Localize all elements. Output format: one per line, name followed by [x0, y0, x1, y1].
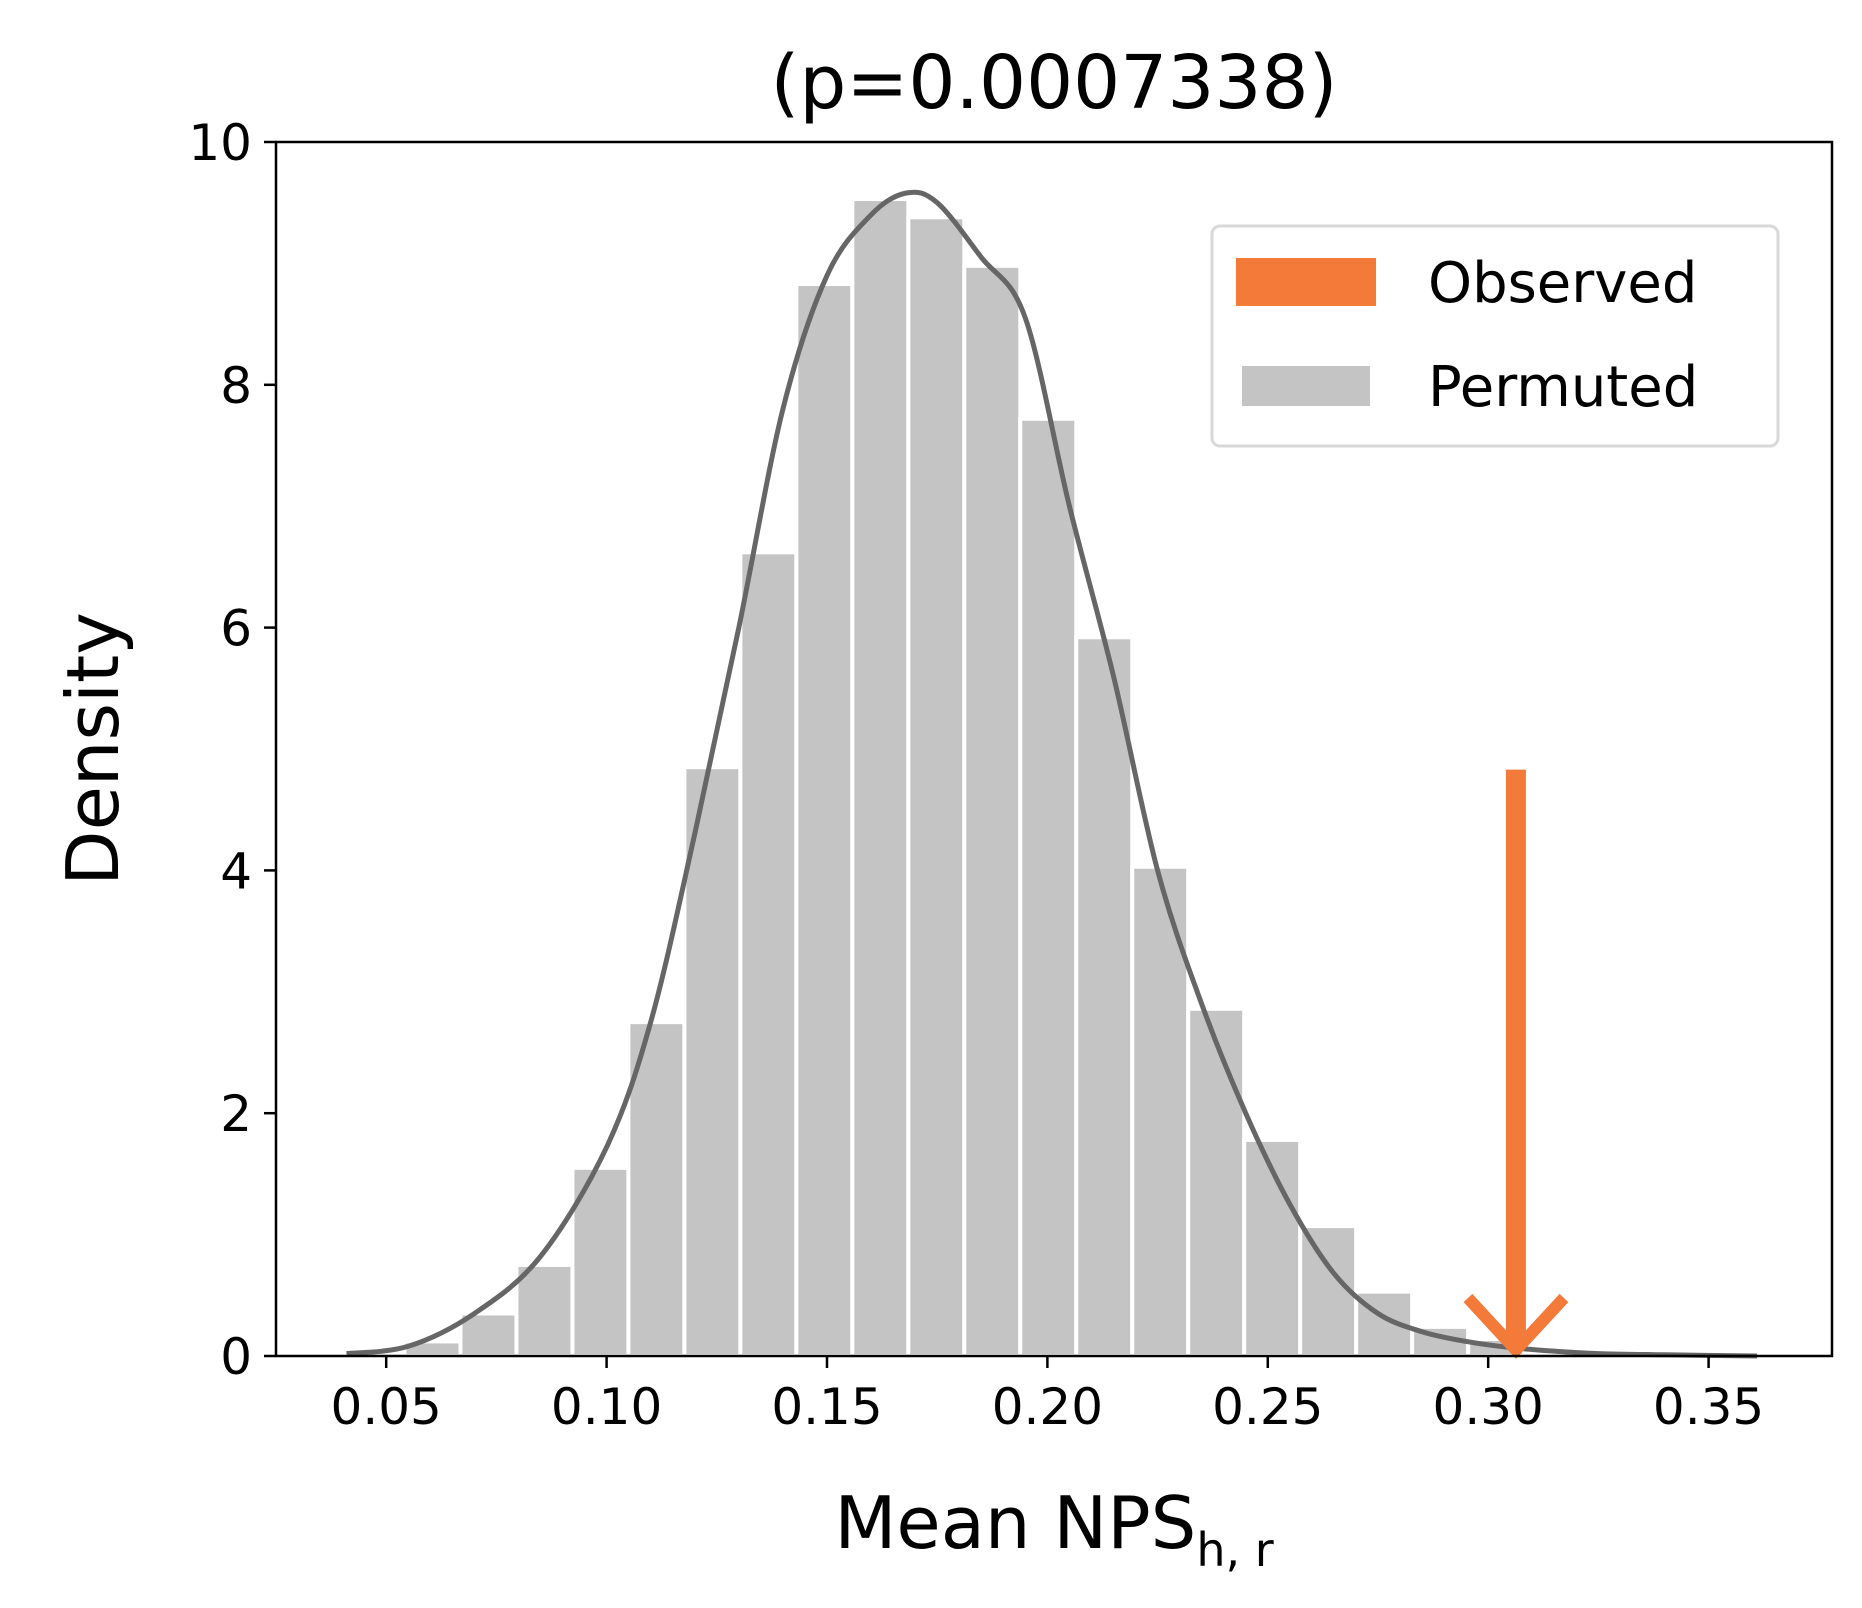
histogram-bar	[850, 197, 911, 1359]
histogram-bar	[794, 282, 855, 1359]
x-tick-label: 0.15	[771, 1378, 882, 1436]
x-tick-label: 0.10	[551, 1378, 662, 1436]
x-tick-label: 0.20	[992, 1378, 1103, 1436]
plot-area-frame	[274, 140, 1834, 1358]
observed-arrow-group	[1463, 769, 1569, 1359]
x-tick-label: 0.30	[1433, 1378, 1544, 1436]
y-tick-label: 2	[220, 1085, 252, 1143]
chart-title: (p=0.0007338)	[771, 40, 1338, 126]
histogram-bar	[962, 263, 1023, 1358]
histogram-bar	[738, 550, 799, 1358]
kde-curve	[346, 189, 1758, 1359]
histogram-bar	[1186, 1006, 1247, 1359]
observed-arrow-head	[1463, 1293, 1569, 1359]
histogram-bar	[1130, 864, 1191, 1358]
x-axis-ticks: 0.05 0.10 0.15 0.20 0.25 0.30 0.35	[331, 1356, 1764, 1436]
legend-swatch-observed	[1236, 258, 1376, 306]
histogram-bar	[514, 1262, 575, 1358]
y-tick-label: 6	[220, 600, 252, 658]
y-axis-label: Density	[51, 612, 135, 886]
x-tick-label: 0.05	[331, 1378, 442, 1436]
y-tick-label: 4	[220, 842, 252, 900]
x-axis-label-subscript: h, r	[1196, 1523, 1273, 1577]
histogram-bar	[906, 215, 967, 1359]
y-tick-label: 8	[220, 357, 252, 415]
y-axis-ticks: 0 2 4 6 8 10	[188, 114, 276, 1386]
legend: Observed Permuted	[1210, 224, 1780, 448]
kde-curve-group	[346, 189, 1758, 1359]
x-axis-label: Mean NPSh, r	[834, 1481, 1273, 1577]
x-tick-label: 0.25	[1212, 1378, 1323, 1436]
legend-swatch-permuted	[1242, 366, 1370, 406]
x-tick-label: 0.35	[1653, 1378, 1764, 1436]
histogram-bar	[1018, 416, 1079, 1358]
histogram-bars	[402, 197, 1527, 1359]
legend-label-observed: Observed	[1428, 251, 1697, 316]
y-tick-label: 0	[220, 1328, 252, 1386]
histogram-bar	[682, 765, 743, 1358]
legend-label-permuted: Permuted	[1428, 355, 1698, 420]
x-axis-label-main: Mean NPS	[834, 1481, 1196, 1565]
histogram-bar	[1074, 635, 1135, 1358]
y-tick-label: 10	[188, 114, 252, 172]
